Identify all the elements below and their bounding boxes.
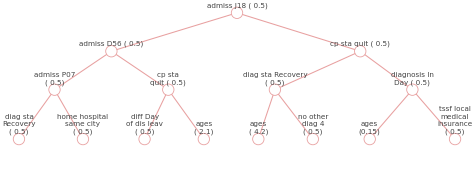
Ellipse shape xyxy=(106,46,117,57)
Text: home hospital
same city
( 0.5): home hospital same city ( 0.5) xyxy=(57,114,109,135)
Ellipse shape xyxy=(449,133,461,145)
Ellipse shape xyxy=(139,133,150,145)
Ellipse shape xyxy=(355,46,366,57)
Text: cp sta quit ( 0.5): cp sta quit ( 0.5) xyxy=(330,41,390,47)
Text: admiss P07
( 0.5): admiss P07 ( 0.5) xyxy=(34,72,75,86)
Text: ages
(0.15): ages (0.15) xyxy=(359,121,381,135)
Text: cp sta
quit ( 0.5): cp sta quit ( 0.5) xyxy=(150,72,186,86)
Text: admiss J18 ( 0.5): admiss J18 ( 0.5) xyxy=(207,2,267,9)
Text: diff Day
of dis leav
( 0.5): diff Day of dis leav ( 0.5) xyxy=(126,114,163,135)
Ellipse shape xyxy=(307,133,319,145)
Ellipse shape xyxy=(364,133,375,145)
Ellipse shape xyxy=(13,133,25,145)
Text: ages
( 4.2): ages ( 4.2) xyxy=(249,121,268,135)
Text: diag sta
Recovery
( 0.5): diag sta Recovery ( 0.5) xyxy=(2,114,36,135)
Ellipse shape xyxy=(49,84,60,95)
Ellipse shape xyxy=(407,84,418,95)
Text: ages
( 2.1): ages ( 2.1) xyxy=(194,121,213,135)
Text: tssf local
medical
insurance
( 0.5): tssf local medical insurance ( 0.5) xyxy=(438,106,473,135)
Ellipse shape xyxy=(77,133,89,145)
Text: no other
diag 4
( 0.5): no other diag 4 ( 0.5) xyxy=(298,114,328,135)
Text: diagnosis In
Day ( 0.5): diagnosis In Day ( 0.5) xyxy=(391,72,434,86)
Text: diag sta Recovery
( 0.5): diag sta Recovery ( 0.5) xyxy=(243,72,307,86)
Ellipse shape xyxy=(198,133,210,145)
Ellipse shape xyxy=(163,84,174,95)
Ellipse shape xyxy=(231,7,243,18)
Ellipse shape xyxy=(253,133,264,145)
Text: admiss D56 ( 0.5): admiss D56 ( 0.5) xyxy=(79,41,144,47)
Ellipse shape xyxy=(269,84,281,95)
